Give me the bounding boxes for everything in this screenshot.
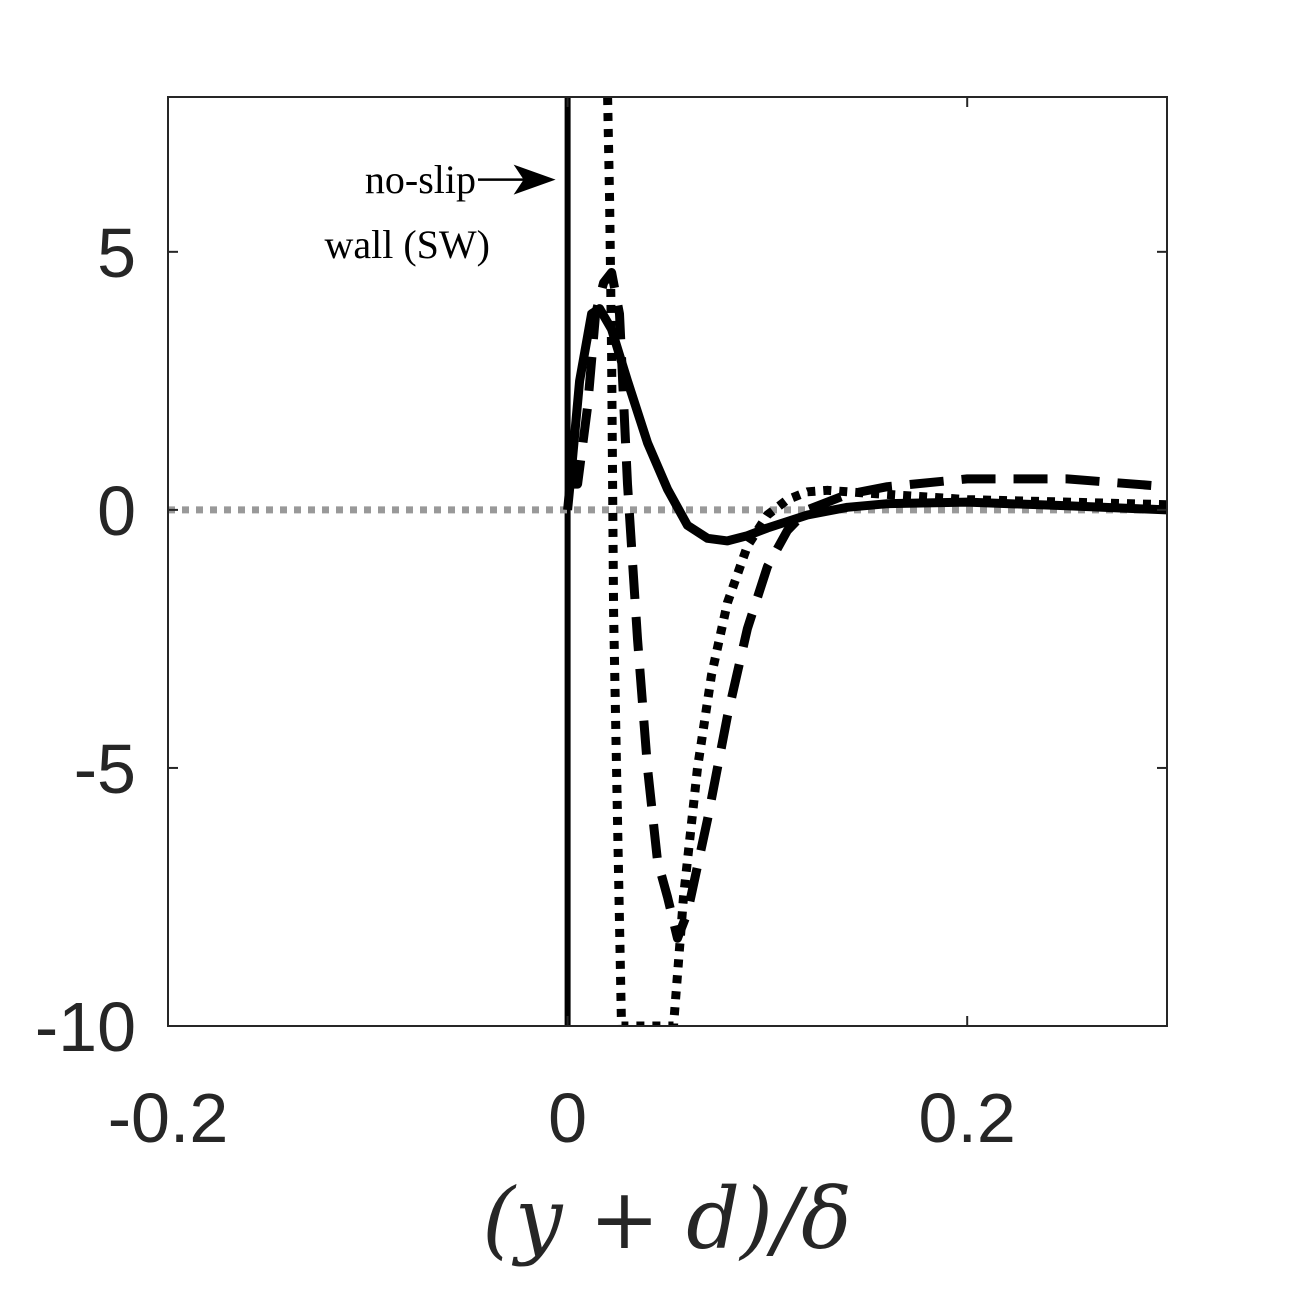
series-dashed-line [567, 268, 1167, 943]
y-tick-label: -10 [35, 988, 136, 1066]
annotation-line2: wall (SW) [324, 222, 490, 267]
plot-background [168, 97, 1167, 1026]
x-tick-label: -0.2 [108, 1079, 229, 1157]
annotation-arrow [478, 164, 556, 195]
y-tick-label: -5 [74, 730, 136, 808]
series-layer [563, 97, 1167, 1026]
x-axis-label: (y + d)/δ [482, 1170, 851, 1268]
annotation-line1: no-slip [365, 157, 476, 202]
x-tick-label: 0 [548, 1079, 587, 1157]
plot-frame [167, 96, 1168, 1027]
y-tick-label: 5 [97, 214, 136, 292]
ticks: -0.2 0 0.2 5 0 -5 -10 [35, 97, 1167, 1157]
reference-lines [168, 97, 1167, 1026]
arrow-head [513, 164, 556, 195]
series-dotted-line [603, 97, 1167, 1026]
y-tick-label: 0 [97, 472, 136, 550]
x-tick-label: 0.2 [919, 1079, 1016, 1157]
